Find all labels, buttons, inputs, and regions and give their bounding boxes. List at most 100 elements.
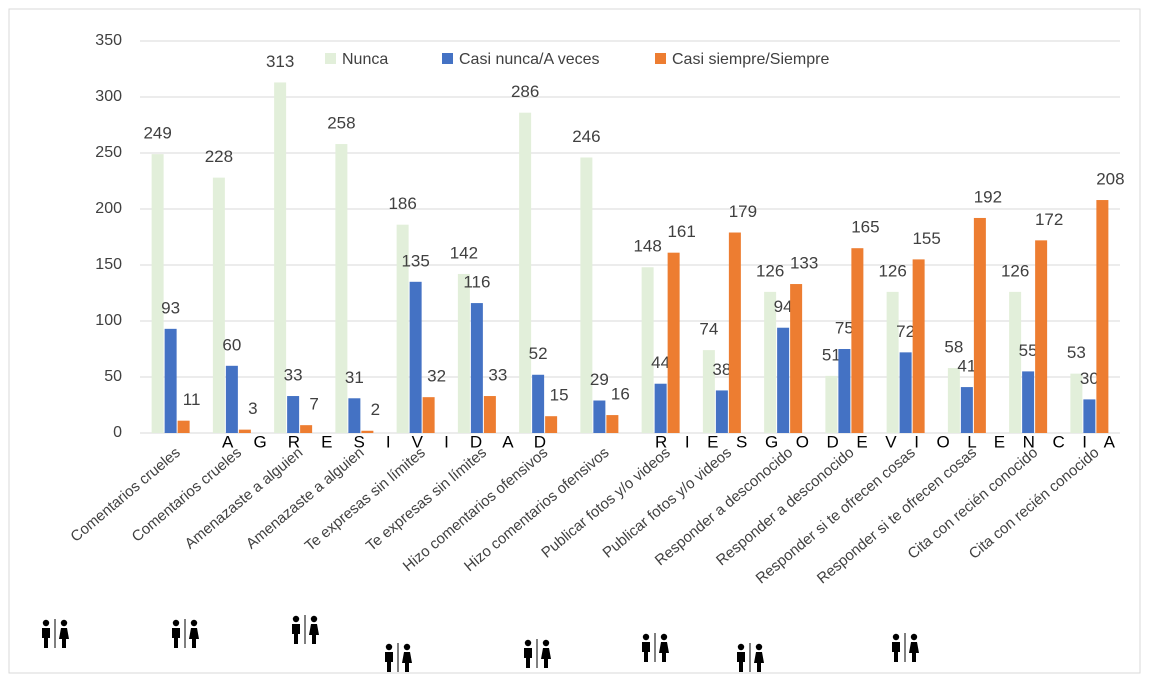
icon-head	[310, 615, 318, 623]
data-label: 2	[371, 400, 380, 419]
data-label: 32	[427, 367, 446, 386]
bar	[912, 259, 925, 433]
bar	[470, 303, 483, 433]
bar	[212, 177, 225, 433]
data-label: 11	[183, 390, 201, 409]
icon-head	[737, 643, 745, 651]
bar	[164, 328, 177, 433]
y-tick-label: 0	[113, 424, 122, 441]
icon-head	[910, 633, 918, 641]
data-label: 31	[345, 368, 364, 387]
data-label: 33	[284, 366, 303, 385]
y-tick-label: 150	[95, 256, 122, 273]
icon-head	[542, 639, 550, 647]
bar	[483, 396, 496, 433]
bar	[764, 291, 777, 433]
icon-body	[659, 642, 669, 662]
icon-body	[402, 652, 412, 672]
data-label: 126	[1001, 261, 1029, 280]
bar	[947, 368, 960, 433]
data-label: 161	[667, 222, 695, 241]
data-label: 44	[651, 353, 670, 372]
bar	[348, 398, 361, 433]
bar	[580, 157, 593, 434]
annotation: R I E S G O D E V I O L E N C I A	[655, 432, 1116, 451]
legend-swatch	[442, 53, 453, 64]
icon-body	[737, 652, 745, 672]
icon-head	[60, 619, 68, 627]
icon-head	[642, 633, 650, 641]
bar	[396, 224, 409, 433]
bar	[274, 82, 287, 433]
icon-head	[292, 615, 300, 623]
bar	[838, 349, 851, 433]
data-label: 55	[1019, 341, 1038, 360]
bar	[702, 350, 715, 433]
data-label: 179	[729, 202, 757, 221]
data-label: 58	[944, 338, 963, 357]
bar	[606, 415, 619, 433]
icon-head	[385, 643, 393, 651]
chart-frame	[8, 8, 1141, 674]
data-label: 228	[205, 147, 233, 166]
data-label: 186	[388, 194, 416, 213]
bar	[300, 425, 313, 433]
data-label: 286	[511, 82, 539, 101]
bar	[851, 248, 864, 433]
data-label: 133	[790, 254, 818, 273]
legend-swatch	[325, 53, 336, 64]
data-label: 52	[529, 344, 548, 363]
bar	[715, 390, 728, 433]
icon-head	[755, 643, 763, 651]
data-label: 126	[878, 261, 906, 280]
bar	[728, 232, 741, 433]
bar	[973, 217, 986, 433]
bar	[519, 112, 532, 434]
bar	[177, 420, 190, 433]
icon-head	[172, 619, 180, 627]
data-label: 313	[266, 52, 294, 71]
icon-head	[892, 633, 900, 641]
bar	[790, 284, 803, 433]
y-tick-label: 300	[95, 88, 122, 105]
icon-head	[660, 633, 668, 641]
bar	[1096, 200, 1109, 433]
legend-swatch	[655, 53, 666, 64]
data-label: 249	[143, 124, 171, 143]
bar	[151, 154, 164, 433]
y-tick-label: 100	[95, 312, 122, 329]
icon-head	[403, 643, 411, 651]
y-tick-label: 50	[104, 368, 122, 385]
data-label: 192	[974, 187, 1002, 206]
bar	[1083, 399, 1096, 433]
bar	[409, 281, 422, 433]
data-label: 208	[1096, 170, 1124, 189]
data-label: 3	[248, 399, 257, 418]
data-label: 246	[572, 127, 600, 146]
icon-head	[190, 619, 198, 627]
bar	[457, 273, 470, 433]
icon-body	[42, 628, 50, 648]
data-label: 93	[161, 298, 180, 317]
data-label: 172	[1035, 210, 1063, 229]
bar	[654, 383, 667, 433]
icon-body	[292, 624, 300, 644]
icon-body	[524, 648, 532, 668]
data-label: 116	[463, 273, 490, 292]
icon-head	[524, 639, 532, 647]
data-label: 135	[401, 251, 429, 270]
data-label: 41	[957, 357, 976, 376]
icon-body	[309, 624, 319, 644]
data-label: 165	[851, 218, 879, 237]
data-label: 75	[835, 318, 854, 337]
data-label: 126	[756, 261, 784, 280]
bar	[1009, 291, 1022, 433]
icon-head	[42, 619, 50, 627]
data-label: 30	[1080, 369, 1099, 388]
data-label: 60	[222, 335, 241, 354]
data-label: 33	[488, 366, 507, 385]
data-label: 94	[774, 297, 793, 316]
data-label: 29	[590, 370, 609, 389]
legend-label: Casi siempre/Siempre	[672, 51, 829, 68]
data-label: 16	[611, 385, 630, 404]
